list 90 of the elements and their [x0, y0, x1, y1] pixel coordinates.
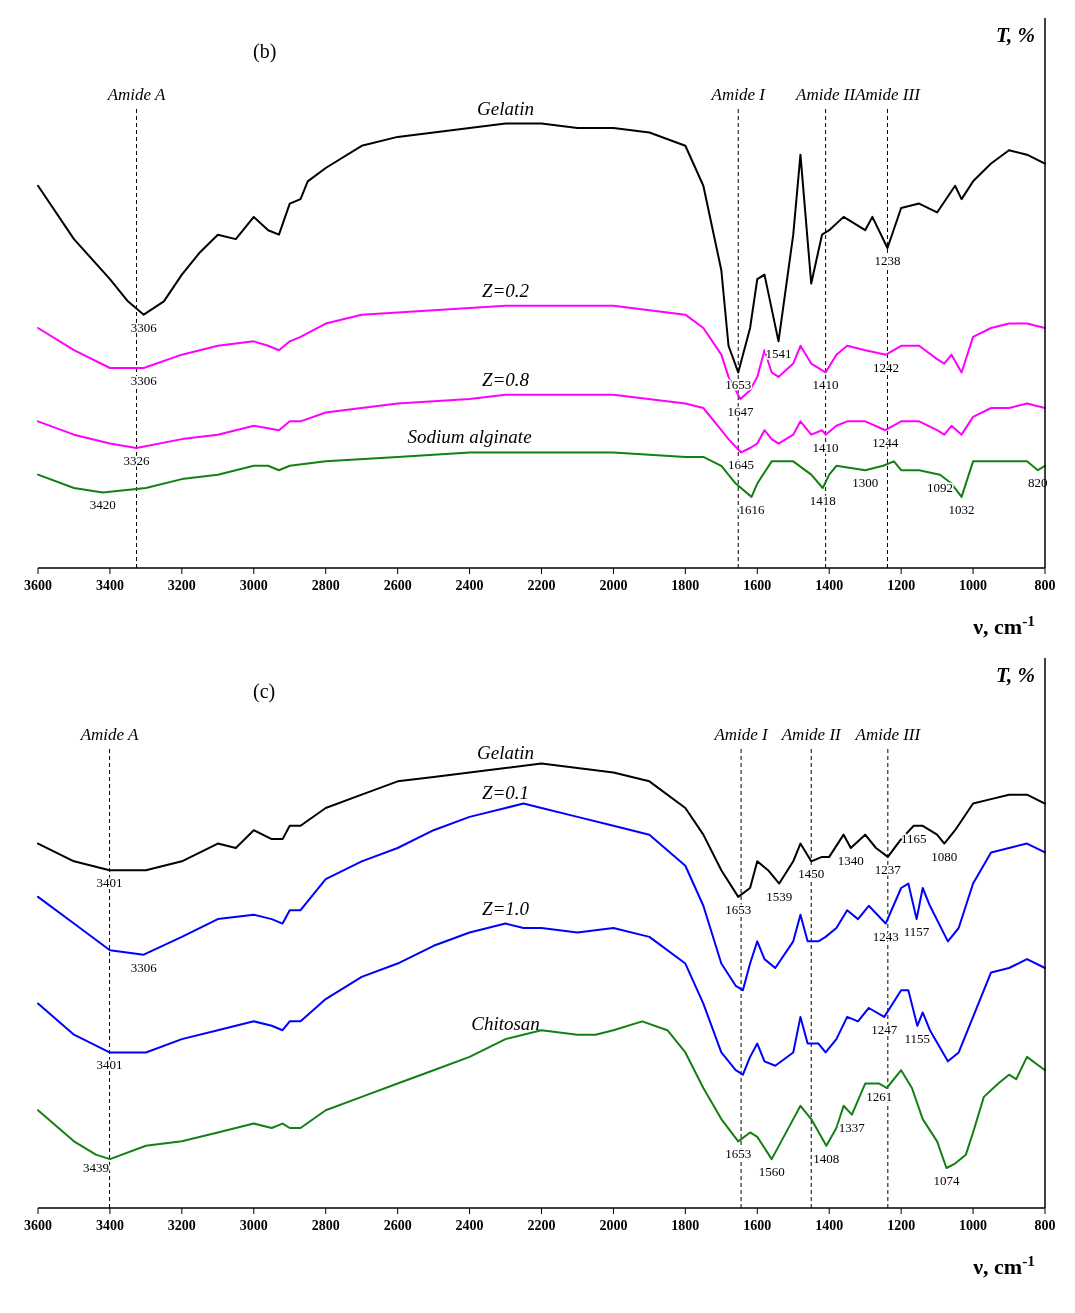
annotation: 1560 — [758, 1164, 785, 1180]
x-tick-label: 3000 — [239, 578, 268, 593]
x-axis-title: ν, cm$^{-1}$ — [972, 1251, 1035, 1279]
annotation: 1092 — [926, 479, 953, 495]
ref-line-label: Amide I — [713, 725, 770, 744]
ref-line-label: Amide III — [854, 85, 922, 104]
x-tick-label: 1200 — [887, 578, 916, 593]
annotation: 1242 — [873, 359, 900, 375]
x-tick-label: 2600 — [383, 578, 412, 593]
annotation: 1247 — [871, 1021, 898, 1037]
annotation: 1237 — [874, 861, 902, 877]
ref-line-label: Amide II — [795, 85, 857, 104]
annotation: 1074 — [933, 1173, 960, 1188]
x-tick-label: 1800 — [671, 1218, 700, 1233]
annotation: 1653 — [725, 1146, 752, 1162]
chart-title: (b) — [253, 40, 277, 63]
chart-title: (c) — [253, 680, 276, 703]
x-tick-label: 1400 — [815, 578, 844, 593]
annotation: 1340 — [837, 853, 864, 868]
annotation: 3306 — [130, 959, 158, 975]
annotation: 1418 — [809, 493, 836, 508]
annotation: 3401 — [96, 1057, 123, 1073]
x-tick-label: 2200 — [527, 1218, 556, 1233]
annotation: 1032 — [948, 501, 975, 517]
annotation: 3401 — [96, 875, 123, 891]
x-tick-label: 1000 — [959, 578, 988, 593]
x-tick-label: 3000 — [239, 1218, 268, 1233]
annotation: 1080 — [931, 848, 958, 864]
annotation: 1616 — [738, 501, 766, 517]
annotation: 1337 — [838, 1119, 866, 1135]
annotation: 1539 — [766, 888, 793, 904]
y-axis-title: T, % — [996, 23, 1035, 47]
x-tick-label: 2800 — [311, 578, 340, 593]
annotation: 1408 — [813, 1150, 840, 1166]
ref-line-label: Amide III — [854, 725, 922, 744]
annotation: 3306 — [130, 373, 158, 388]
series-label: Z=0.8 — [481, 368, 530, 390]
annotation: 1647 — [727, 404, 754, 420]
x-tick-label: 800 — [1034, 1218, 1056, 1233]
series-label: Z=0.2 — [481, 279, 530, 301]
y-axis-title: T, % — [996, 663, 1035, 687]
x-tick-label: 1600 — [743, 1218, 772, 1233]
annotation: 1165 — [900, 830, 927, 846]
annotation: 1410 — [812, 439, 839, 455]
x-tick-label: 3400 — [95, 578, 124, 593]
x-tick-label: 1600 — [743, 578, 772, 593]
annotation: 3439 — [82, 1159, 109, 1175]
x-tick-label: 800 — [1034, 578, 1056, 593]
x-axis-title: ν, cm$^{-1}$ — [972, 611, 1035, 639]
annotation: 1244 — [872, 435, 899, 451]
series-label: Chitosan — [471, 1013, 540, 1035]
ref-line-label: Amide II — [780, 725, 843, 744]
series-label: Gelatin — [477, 97, 535, 119]
x-tick-label: 3600 — [24, 578, 52, 593]
x-tick-label: 1800 — [671, 578, 700, 593]
annotation: 1261 — [866, 1088, 893, 1104]
ref-line-label: Amide I — [710, 85, 767, 104]
x-tick-label: 2200 — [527, 578, 556, 593]
annotation: 1645 — [728, 457, 755, 473]
annotation: 1243 — [872, 928, 899, 944]
series-label: Z=0.1 — [481, 782, 530, 803]
annotation: 1300 — [852, 475, 879, 491]
series-label: Gelatin — [477, 742, 535, 763]
series-label: Z=1.0 — [481, 897, 530, 919]
x-tick-label: 2400 — [455, 578, 484, 593]
annotation: 1653 — [725, 901, 752, 917]
x-tick-label: 3200 — [167, 578, 196, 593]
x-tick-label: 3600 — [24, 1218, 52, 1233]
annotation: 3420 — [89, 497, 116, 513]
x-tick-label: 2000 — [599, 1218, 628, 1233]
ref-line-label: Amide A — [106, 85, 167, 104]
annotation: 3306 — [130, 319, 158, 335]
x-tick-label: 2800 — [311, 1218, 340, 1233]
x-tick-label: 3400 — [95, 1218, 124, 1233]
x-tick-label: 1000 — [959, 1218, 988, 1233]
annotation: 1238 — [874, 253, 901, 268]
annotation: 1450 — [798, 866, 825, 882]
ref-line-label: Amide A — [79, 725, 140, 744]
annotation: 1155 — [904, 1030, 931, 1046]
series-label: Sodium alginate — [407, 426, 532, 448]
annotation: 1541 — [765, 346, 792, 362]
x-tick-label: 2600 — [383, 1218, 412, 1233]
annotation: 1410 — [812, 377, 839, 393]
x-tick-label: 1400 — [815, 1218, 844, 1233]
annotation: 3326 — [123, 453, 151, 468]
x-tick-label: 2000 — [599, 578, 628, 593]
x-tick-label: 3200 — [167, 1218, 196, 1233]
x-tick-label: 1200 — [887, 1218, 916, 1233]
x-tick-label: 2400 — [455, 1218, 484, 1233]
annotation: 1157 — [903, 924, 930, 940]
